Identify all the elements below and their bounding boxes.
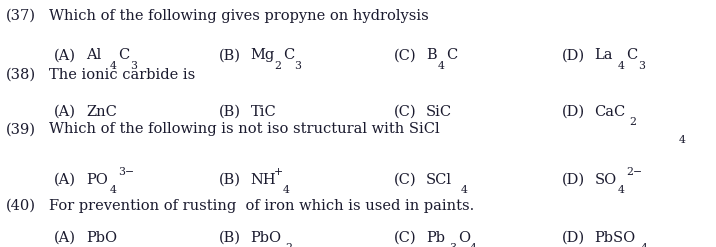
Text: (C): (C) <box>394 231 417 245</box>
Text: 2: 2 <box>286 244 293 247</box>
Text: For prevention of rusting  of iron which is used in paints.: For prevention of rusting of iron which … <box>49 199 474 213</box>
Text: PbSO: PbSO <box>594 231 636 245</box>
Text: (B): (B) <box>218 173 241 187</box>
Text: (37): (37) <box>6 9 36 23</box>
Text: SiC: SiC <box>426 105 453 119</box>
Text: C: C <box>626 48 637 62</box>
Text: (C): (C) <box>394 48 417 62</box>
Text: PO: PO <box>86 173 108 187</box>
Text: (B): (B) <box>218 48 241 62</box>
Text: Which of the following is not iso structural with SiCl: Which of the following is not iso struct… <box>49 122 440 136</box>
Text: 4: 4 <box>110 61 116 71</box>
Text: B: B <box>426 48 437 62</box>
Text: (C): (C) <box>394 173 417 187</box>
Text: (39): (39) <box>6 122 36 136</box>
Text: SO: SO <box>594 173 616 187</box>
Text: 3−: 3− <box>118 167 134 177</box>
Text: 4: 4 <box>461 185 468 195</box>
Text: Which of the following gives propyne on hydrolysis: Which of the following gives propyne on … <box>49 9 428 23</box>
Text: NH: NH <box>251 173 276 187</box>
Text: 4: 4 <box>679 135 685 145</box>
Text: (D): (D) <box>562 231 585 245</box>
Text: 2: 2 <box>274 61 281 71</box>
Text: CaC: CaC <box>594 105 626 119</box>
Text: (B): (B) <box>218 105 241 119</box>
Text: Mg: Mg <box>251 48 275 62</box>
Text: (C): (C) <box>394 105 417 119</box>
Text: 3: 3 <box>638 61 645 71</box>
Text: (D): (D) <box>562 48 585 62</box>
Text: La: La <box>594 48 613 62</box>
Text: The ionic carbide is: The ionic carbide is <box>49 68 195 82</box>
Text: TiC: TiC <box>251 105 276 119</box>
Text: 3: 3 <box>450 244 456 247</box>
Text: ZnC: ZnC <box>86 105 117 119</box>
Text: PbO: PbO <box>86 231 117 245</box>
Text: (B): (B) <box>218 231 241 245</box>
Text: C: C <box>283 48 294 62</box>
Text: SCl: SCl <box>426 173 452 187</box>
Text: 4: 4 <box>618 185 624 195</box>
Text: 4: 4 <box>283 185 289 195</box>
Text: (40): (40) <box>6 199 36 213</box>
Text: 3: 3 <box>294 61 301 71</box>
Text: (A): (A) <box>54 173 76 187</box>
Text: 4: 4 <box>110 185 116 195</box>
Text: +: + <box>274 167 283 177</box>
Text: 4: 4 <box>437 61 445 71</box>
Text: 2: 2 <box>629 118 637 127</box>
Text: (D): (D) <box>562 105 585 119</box>
Text: 2−: 2− <box>626 167 642 177</box>
Text: C: C <box>446 48 458 62</box>
Text: (A): (A) <box>54 105 76 119</box>
Text: PbO: PbO <box>251 231 282 245</box>
Text: (A): (A) <box>54 231 76 245</box>
Text: Al: Al <box>86 48 101 62</box>
Text: 4: 4 <box>470 244 477 247</box>
Text: 4: 4 <box>618 61 624 71</box>
Text: (D): (D) <box>562 173 585 187</box>
Text: 3: 3 <box>130 61 137 71</box>
Text: Pb: Pb <box>426 231 445 245</box>
Text: 4: 4 <box>641 244 648 247</box>
Text: C: C <box>118 48 129 62</box>
Text: (38): (38) <box>6 68 36 82</box>
Text: O: O <box>458 231 470 245</box>
Text: (A): (A) <box>54 48 76 62</box>
